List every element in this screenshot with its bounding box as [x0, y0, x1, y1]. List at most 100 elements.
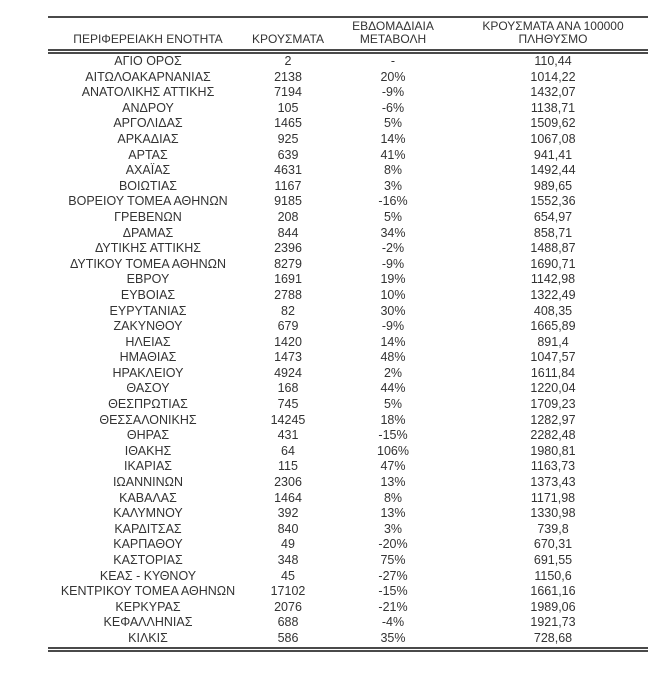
cases-cell: 392 [277, 506, 299, 521]
table-row: ΚΕΡΚΥΡΑΣ 2076 -21% 1989,06 [48, 600, 648, 616]
region-cell: ΚΑΛΥΜΝΟΥ [113, 506, 183, 521]
region-cell: ΚΕΝΤΡΙΚΟΥ ΤΟΜΕΑ ΑΘΗΝΩΝ [60, 584, 236, 599]
region-cell: ΙΩΑΝΝΙΝΩΝ [112, 475, 184, 490]
cases-per-100k-cell: 1047,57 [530, 350, 576, 365]
col-header-cases-label: ΚΡΟΥΣΜΑΤΑ [252, 32, 324, 46]
region-cell: ΓΡΕΒΕΝΩΝ [114, 209, 182, 224]
cases-per-100k-cell: 1150,6 [534, 568, 572, 583]
weekly-change-cell: 19% [380, 272, 406, 287]
table-row: ΗΡΑΚΛΕΙΟΥ 4924 2% 1611,84 [48, 366, 648, 382]
weekly-change-cell: 5% [383, 397, 403, 412]
region-cell: ΚΕΡΚΥΡΑΣ [115, 599, 181, 614]
cases-per-100k-cell: 654,97 [533, 209, 573, 224]
weekly-change-cell: 34% [380, 225, 406, 240]
cases-cell: 431 [277, 428, 299, 443]
cases-per-100k-cell: 1220,04 [530, 381, 576, 396]
table-row: ΗΛΕΙΑΣ 1420 14% 891,4 [48, 335, 648, 351]
table-row: ΘΕΣΠΡΩΤΙΑΣ 745 5% 1709,23 [48, 397, 648, 413]
cases-cell: 168 [277, 381, 299, 396]
cases-cell: 2306 [274, 475, 302, 490]
cases-cell: 8279 [274, 256, 302, 271]
region-cell: ΘΑΣΟΥ [126, 381, 170, 396]
table-row: ΑΧΑΪΑΣ 4631 8% 1492,44 [48, 163, 648, 179]
table-row: ΘΗΡΑΣ 431 -15% 2282,48 [48, 428, 648, 444]
weekly-change-cell: -9% [381, 256, 405, 271]
region-cell: ΑΙΤΩΛΟΑΚΑΡΝΑΝΙΑΣ [85, 69, 211, 84]
cases-cell: 348 [277, 553, 299, 567]
cases-per-100k-cell: 1322,49 [530, 287, 576, 302]
table-row: ΙΩΑΝΝΙΝΩΝ 2306 13% 1373,43 [48, 475, 648, 491]
weekly-change-cell: 8% [383, 490, 403, 505]
weekly-change-cell: 18% [380, 412, 406, 427]
weekly-change-cell: -21% [378, 599, 408, 614]
region-cell: ΙΚΑΡΙΑΣ [123, 459, 173, 474]
cases-per-100k-cell: 670,31 [533, 537, 573, 552]
table-row: ΚΑΡΔΙΤΣΑΣ 840 3% 739,8 [48, 522, 648, 538]
col-header-per-100k-line1: ΚΡΟΥΣΜΑΤΑ ΑΝΑ 100000 [482, 19, 624, 33]
table-row: ΗΜΑΘΙΑΣ 1473 48% 1047,57 [48, 350, 648, 366]
cases-per-100k-cell: 858,71 [533, 225, 573, 240]
cases-per-100k-cell: 1980,81 [530, 443, 576, 458]
region-cell: ΔΥΤΙΚΗΣ ΑΤΤΙΚΗΣ [95, 241, 201, 256]
cases-cell: 17102 [270, 584, 306, 599]
weekly-change-cell: -2% [381, 241, 405, 256]
weekly-change-cell: 30% [380, 303, 406, 318]
cases-cell: 2396 [274, 241, 302, 256]
region-cell: ΚΑΡΠΑΘΟΥ [113, 537, 183, 552]
cases-per-100k-cell: 1138,71 [530, 100, 576, 115]
table-row: ΚΑΒΑΛΑΣ 1464 8% 1171,98 [48, 491, 648, 507]
weekly-change-cell: 48% [380, 350, 406, 365]
cases-cell: 1420 [274, 334, 302, 349]
cases-cell: 4924 [274, 365, 302, 380]
cases-per-100k-cell: 989,65 [533, 178, 573, 193]
cases-cell: 1465 [274, 116, 302, 131]
col-header-weekly-change: ΕΒΔΟΜΑΔΙΑΙΑ ΜΕΤΑΒΟΛΗ [328, 17, 458, 54]
table-row: ΚΕΑΣ - ΚΥΘΝΟΥ 45 -27% 1150,6 [48, 569, 648, 585]
cases-cell: 7194 [274, 85, 302, 100]
weekly-change-cell: -16% [378, 194, 408, 209]
weekly-change-cell: 3% [383, 521, 403, 536]
cases-cell: 49 [281, 537, 295, 552]
weekly-change-cell: -15% [378, 584, 408, 599]
cases-cell: 688 [277, 615, 299, 630]
table-row: ΚΙΛΚΙΣ 586 35% 728,68 [48, 631, 648, 649]
weekly-change-cell: 47% [380, 459, 406, 474]
table-row: ΚΑΡΠΑΘΟΥ 49 -20% 670,31 [48, 537, 648, 553]
cases-per-100k-cell: 1492,44 [530, 163, 576, 178]
cases-per-100k-cell: 1665,89 [530, 319, 576, 334]
region-cell: ΑΡΚΑΔΙΑΣ [117, 131, 179, 146]
region-cell: ΔΥΤΙΚΟΥ ΤΟΜΕΑ ΑΘΗΝΩΝ [69, 256, 227, 271]
cases-per-100k-cell: 1509,62 [530, 116, 576, 131]
cases-per-100k-cell: 1330,98 [530, 506, 576, 521]
cases-per-100k-cell: 1989,06 [530, 599, 576, 614]
cases-cell: 45 [281, 568, 295, 583]
table-row: ΚΕΦΑΛΛΗΝΙΑΣ 688 -4% 1921,73 [48, 615, 648, 631]
cases-cell: 2138 [274, 69, 302, 84]
weekly-change-cell: -20% [378, 537, 408, 552]
col-header-region-label: ΠΕΡΙΦΕΡΕΙΑΚΗ ΕΝΟΤΗΤΑ [73, 32, 223, 46]
cases-cell: 679 [277, 319, 299, 334]
weekly-change-cell: 41% [380, 147, 406, 162]
region-cell: ΚΕΑΣ - ΚΥΘΝΟΥ [99, 568, 197, 583]
cases-cell: 2076 [274, 599, 302, 614]
region-cell: ΑΧΑΪΑΣ [125, 163, 171, 178]
region-cell: ΖΑΚΥΝΘΟΥ [113, 319, 183, 334]
table-row: ΙΚΑΡΙΑΣ 115 47% 1163,73 [48, 459, 648, 475]
region-cell: ΕΥΒΟΙΑΣ [120, 287, 176, 302]
cases-per-100k-cell: 1282,97 [530, 412, 576, 427]
cases-per-100k-cell: 739,8 [537, 521, 569, 536]
table-body: ΑΓΙΟ ΟΡΟΣ 2 - 110,44 ΑΙΤΩΛΟΑΚΑΡΝΑΝΙΑΣ 2138 20%… [48, 52, 648, 650]
cases-cell: 586 [277, 630, 299, 645]
col-header-per-100k: ΚΡΟΥΣΜΑΤΑ ΑΝΑ 100000 ΠΛΗΘΥΣΜΟ [458, 17, 648, 54]
region-cell: ΘΕΣΠΡΩΤΙΑΣ [108, 397, 188, 412]
weekly-change-cell: 75% [380, 553, 406, 567]
region-cell: ΚΙΛΚΙΣ [128, 630, 168, 645]
region-cell: ΗΜΑΘΙΑΣ [119, 350, 177, 365]
region-cell: ΑΝΑΤΟΛΙΚΗΣ ΑΤΤΙΚΗΣ [81, 85, 215, 100]
col-header-per-100k-line2: ΠΛΗΘΥΣΜΟ [518, 32, 588, 46]
weekly-change-cell: 20% [380, 69, 406, 84]
cases-cell: 1473 [274, 350, 302, 365]
weekly-change-cell: 13% [380, 506, 406, 521]
region-cell: ΚΑΣΤΟΡΙΑΣ [113, 553, 183, 567]
cases-per-100k-cell: 941,41 [533, 147, 573, 162]
